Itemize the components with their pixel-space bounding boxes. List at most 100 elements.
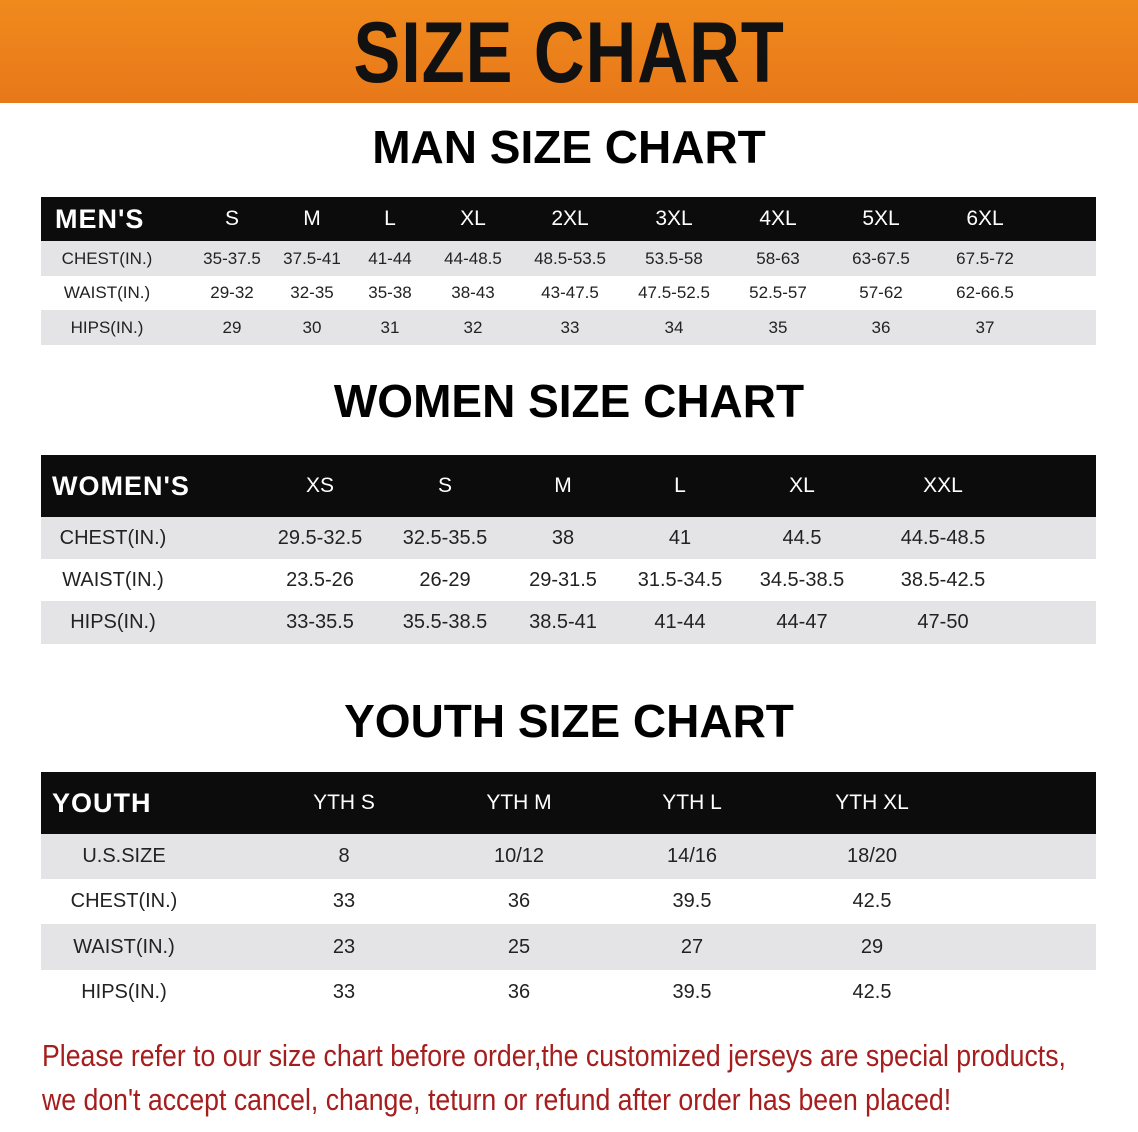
measurement-value: 52.5-57: [749, 283, 807, 302]
measurement-value: 41-44: [368, 248, 412, 268]
measurement-value: 35: [768, 317, 788, 337]
measurement-value: 37: [975, 317, 995, 337]
youth-table-row: CHEST(IN.) 33 36 39.5 42.5: [41, 879, 1096, 924]
women-header-label: WOMEN'S: [52, 470, 190, 501]
youth-size-header: YTH S: [313, 791, 375, 814]
measurement-value: 29: [222, 317, 242, 337]
measurement-value: 44-48.5: [444, 248, 502, 268]
measurement-value: 8: [338, 845, 350, 867]
measurement-label: CHEST(IN.): [70, 890, 178, 912]
measurement-value: 36: [507, 981, 531, 1003]
measurement-value: 38: [551, 526, 575, 549]
measurement-value: 31: [380, 317, 400, 337]
notice-line-1: Please refer to our size chart before or…: [42, 1038, 1066, 1073]
measurement-label: WAIST(IN.): [62, 568, 164, 591]
youth-table-row: U.S.SIZE 8 10/12 14/16 18/20: [41, 834, 1096, 879]
measurement-value: 57-62: [859, 283, 903, 302]
measurement-value: 23: [332, 935, 356, 958]
men-header-row: MEN'S S M L XL 2XL 3XL 4XL 5XL 6XL: [41, 197, 1096, 241]
women-table-row: HIPS(IN.) 33-35.5 35.5-38.5 38.5-41 41-44 44-…: [41, 601, 1096, 644]
men-table-row: HIPS(IN.) 29 30 31 32 33 34 35 36 37: [41, 310, 1096, 345]
measurement-label: WAIST(IN.): [73, 935, 175, 958]
measurement-value: 41: [668, 526, 692, 549]
measurement-value: 53.5-58: [645, 248, 703, 268]
measurement-value: 33: [560, 317, 580, 337]
measurement-label: CHEST(IN.): [61, 248, 153, 268]
men-size-header: S: [224, 207, 240, 230]
men-size-header: 2XL: [551, 207, 589, 230]
men-size-header: 6XL: [966, 207, 1004, 230]
measurement-value: 58-63: [756, 248, 800, 268]
men-size-header: 3XL: [655, 207, 693, 230]
measurement-value: 33: [332, 890, 356, 912]
title-banner: SIZE CHART: [0, 0, 1138, 103]
men-table-row: CHEST(IN.) 35-37.5 37.5-41 41-44 44-48.5 48.5…: [41, 241, 1096, 276]
women-size-header: S: [437, 474, 453, 497]
measurement-label: HIPS(IN.): [81, 981, 167, 1003]
measurement-value: 27: [680, 935, 704, 958]
measurement-value: 35-37.5: [203, 248, 261, 268]
page-title: SIZE CHART: [353, 5, 785, 101]
measurement-value: 42.5: [852, 981, 892, 1003]
measurement-value: 63-67.5: [852, 248, 910, 268]
measurement-value: 38.5-41: [529, 611, 597, 633]
women-size-header: XS: [305, 474, 335, 497]
youth-size-header: YTH M: [486, 791, 552, 814]
men-size-header: 5XL: [862, 207, 900, 230]
measurement-value: 39.5: [672, 981, 712, 1003]
women-header-row: WOMEN'S XS S M L XL XXL: [41, 455, 1096, 517]
measurement-value: 67.5-72: [956, 248, 1014, 268]
measurement-value: 62-66.5: [956, 283, 1014, 302]
women-table-row: WAIST(IN.) 23.5-26 26-29 29-31.5 31.5-34.5 34…: [41, 559, 1096, 601]
measurement-value: 37.5-41: [283, 248, 341, 268]
measurement-label: WAIST(IN.): [63, 283, 151, 302]
measurement-value: 23.5-26: [286, 568, 354, 591]
measurement-value: 29-32: [210, 283, 254, 302]
notice-line-2: we don't accept cancel, change, teturn o…: [42, 1082, 952, 1117]
measurement-value: 47.5-52.5: [638, 283, 710, 302]
measurement-label: CHEST(IN.): [59, 526, 167, 549]
measurement-value: 26-29: [419, 568, 471, 591]
men-size-header: M: [303, 207, 321, 230]
measurement-value: 44-47: [776, 611, 828, 633]
youth-size-header: YTH XL: [835, 791, 909, 814]
youth-size-header: YTH L: [662, 791, 722, 814]
men-size-header: 4XL: [759, 207, 797, 230]
women-table-row: CHEST(IN.) 29.5-32.5 32.5-35.5 38 41 44.5 44.5…: [41, 517, 1096, 559]
women-size-header: XXL: [923, 474, 963, 497]
measurement-value: 44.5: [782, 526, 822, 549]
youth-header-row: YOUTH YTH S YTH M YTH L YTH XL: [41, 772, 1096, 834]
measurement-value: 32: [463, 317, 483, 337]
measurement-value: 47-50: [917, 611, 969, 633]
measurement-value: 35-38: [368, 283, 412, 302]
women-size-header: L: [674, 474, 686, 497]
measurement-value: 30: [302, 317, 322, 337]
measurement-value: 42.5: [852, 890, 892, 912]
measurement-value: 39.5: [672, 890, 712, 912]
men-size-header: XL: [460, 207, 486, 230]
measurement-value: 41-44: [654, 611, 706, 633]
men-size-header: L: [384, 207, 396, 230]
measurement-value: 33: [332, 981, 356, 1003]
youth-header-label: YOUTH: [52, 787, 152, 818]
measurement-value: 35.5-38.5: [402, 611, 488, 633]
measurement-value: 38-43: [451, 283, 495, 302]
measurement-value: 36: [507, 890, 531, 912]
men-header-label: MEN'S: [55, 203, 145, 234]
measurement-value: 25: [507, 935, 531, 958]
measurement-value: 32.5-35.5: [402, 526, 488, 549]
youth-table-row: WAIST(IN.) 23 25 27 29: [41, 924, 1096, 970]
measurement-value: 34: [664, 317, 684, 337]
measurement-value: 29.5-32.5: [277, 526, 363, 549]
youth-table-row: HIPS(IN.) 33 36 39.5 42.5: [41, 970, 1096, 1015]
women-section-title: WOMEN SIZE CHART: [333, 375, 805, 427]
measurement-value: 18/20: [846, 845, 898, 867]
measurement-value: 48.5-53.5: [534, 248, 606, 268]
measurement-value: 43-47.5: [541, 283, 599, 302]
measurement-value: 31.5-34.5: [637, 568, 723, 591]
measurement-value: 10/12: [493, 845, 545, 867]
measurement-value: 34.5-38.5: [759, 568, 845, 591]
measurement-value: 32-35: [290, 283, 334, 302]
women-size-table: WOMEN'S XS S M L XL XXL CHEST(IN.) 29.5-32.5 32.5…: [41, 455, 1096, 644]
measurement-value: 36: [871, 317, 891, 337]
